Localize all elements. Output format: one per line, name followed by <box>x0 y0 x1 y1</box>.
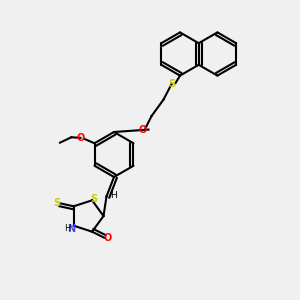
Text: O: O <box>138 124 147 135</box>
Text: O: O <box>103 233 112 243</box>
Text: H: H <box>110 190 116 200</box>
Text: S: S <box>90 194 97 204</box>
Text: H: H <box>64 224 71 233</box>
Text: S: S <box>168 79 175 89</box>
Text: S: S <box>54 198 61 208</box>
Text: O: O <box>76 133 85 143</box>
Text: N: N <box>67 224 75 234</box>
